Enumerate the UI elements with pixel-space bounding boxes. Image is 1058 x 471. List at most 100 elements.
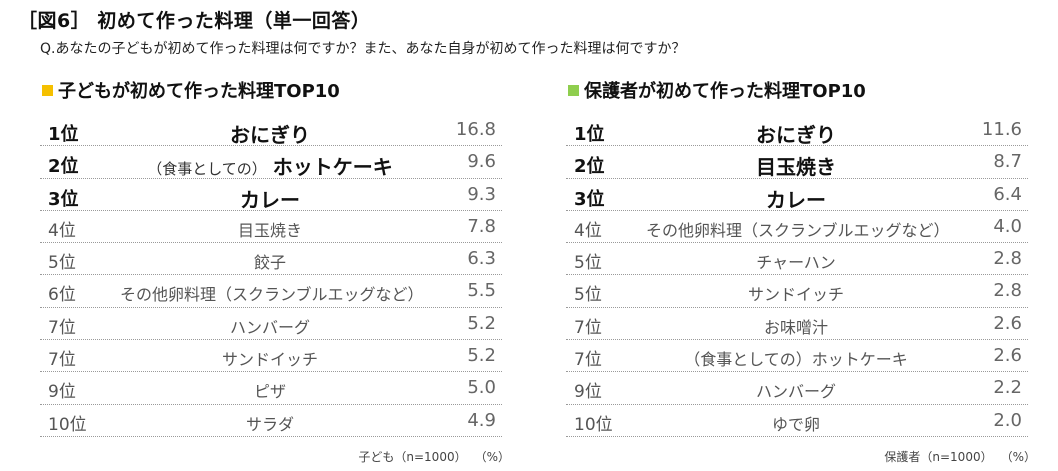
dish-name: おにぎり: [230, 123, 310, 147]
children-ranking-title: 子どもが初めて作った料理TOP10: [58, 81, 340, 102]
table-row: 5位 餃子 6.3: [40, 243, 502, 276]
dish-name: お味噌汁: [763, 317, 828, 337]
dish-name: カレー: [766, 187, 826, 212]
heading-square-icon: [42, 84, 53, 96]
dish-name: サラダ: [245, 414, 294, 434]
percent-value: 5.0: [467, 377, 496, 399]
rank-label: 2位: [574, 156, 605, 178]
parents-ranking-panel: 保護者が初めて作った料理TOP10 1位 おにぎり 11.6 2位 目玉焼き 8.7 3位 カ…: [566, 78, 1036, 464]
children-ranking-panel: 子どもが初めて作った料理TOP10 1位 おにぎり 16.8 2位 （食事としての） ホッ…: [40, 78, 510, 464]
table-row: 1位 おにぎり 11.6: [566, 114, 1028, 148]
dish-name: おにぎり: [756, 123, 836, 147]
sample-size-note: 子ども（n=1000）: [358, 450, 467, 464]
dish-name: その他卵料理（スクランブルエッグなど）: [646, 220, 950, 240]
percent-value: 6.3: [467, 248, 496, 270]
rank-label: 3位: [48, 188, 79, 210]
dish-label: 目玉焼き: [120, 217, 420, 241]
percent-value: 16.8: [455, 119, 496, 140]
dish-name: 餃子: [253, 253, 286, 273]
dish-name: 目玉焼き: [756, 155, 836, 180]
percent-value: 5.5: [467, 280, 496, 302]
dish-name: ハンバーグ: [755, 382, 836, 402]
dish-label: 餃子: [120, 249, 420, 273]
survey-question: Q.あなたの子どもが初めて作った料理は何ですか？また、あなた自身が初めて作った料…: [40, 41, 686, 57]
dish-label: ハンバーグ: [120, 314, 420, 338]
percent-value: 2.8: [993, 280, 1022, 302]
dish-label: ピザ: [120, 378, 420, 402]
rank-label: 1位: [48, 124, 79, 145]
dish-label: おにぎり: [646, 119, 946, 148]
percent-value: 2.6: [993, 345, 1022, 367]
table-row: 10位 ゆで卵 2.0: [566, 405, 1028, 437]
table-row: 4位 目玉焼き 7.8: [40, 211, 502, 244]
rank-label: 4位: [48, 220, 76, 241]
rank-label: 7位: [48, 350, 76, 371]
dish-label: サンドイッチ: [646, 281, 946, 305]
parents-ranking-table: 1位 おにぎり 11.6 2位 目玉焼き 8.7 3位 カレー 6.4 4位 その他卵料理（スクラン…: [566, 114, 1028, 437]
rank-label: 7位: [574, 317, 602, 338]
dish-prefix: （食事としての）: [147, 160, 267, 179]
rank-label: 5位: [574, 253, 602, 274]
table-row: 2位 （食事としての） ホットケーキ 9.6: [40, 146, 502, 180]
dish-name: （食事としての）ホットケーキ: [684, 350, 908, 370]
dish-label: カレー: [120, 184, 420, 213]
panel-heading: 子どもが初めて作った料理TOP10: [42, 78, 510, 102]
table-row: 9位 ピザ 5.0: [40, 372, 502, 405]
percent-value: 2.6: [993, 312, 1022, 334]
table-row: 6位 その他卵料理（スクランブルエッグなど） 5.5: [40, 275, 502, 308]
rank-label: 9位: [48, 382, 76, 403]
percent-value: 5.2: [467, 312, 496, 334]
dish-name: ピザ: [253, 382, 286, 402]
dish-label: ゆで卵: [646, 411, 946, 435]
figure-title: ［図6］ 初めて作った料理（単一回答）: [18, 10, 371, 32]
table-row: 4位 その他卵料理（スクランブルエッグなど） 4.0: [566, 211, 1028, 244]
dish-name: その他卵料理（スクランブルエッグなど）: [120, 285, 424, 305]
percent-value: 8.7: [993, 151, 1022, 173]
table-footnote: 子ども（n=1000） （%）: [344, 448, 510, 465]
percent-value: 2.0: [993, 409, 1022, 431]
percent-value: 6.4: [993, 183, 1022, 205]
sample-size-note: 保護者（n=1000）: [884, 450, 993, 464]
rank-label: 4位: [574, 220, 602, 241]
rank-label: 10位: [48, 414, 87, 435]
table-row: 9位 ハンバーグ 2.2: [566, 372, 1028, 405]
dish-label: （食事としての） ホットケーキ: [120, 151, 420, 180]
children-ranking-table: 1位 おにぎり 16.8 2位 （食事としての） ホットケーキ 9.6 3位 カレー 9.3 4位 目…: [40, 114, 502, 437]
rank-label: 7位: [48, 317, 76, 338]
dish-label: その他卵料理（スクランブルエッグなど）: [646, 217, 950, 241]
table-row: 7位 ハンバーグ 5.2: [40, 308, 502, 341]
table-row: 3位 カレー 9.3: [40, 179, 502, 213]
dish-label: サラダ: [120, 411, 420, 435]
table-row: 10位 サラダ 4.9: [40, 405, 502, 437]
percent-value: 7.8: [467, 215, 496, 237]
table-row: 5位 チャーハン 2.8: [566, 243, 1028, 276]
table-row: 7位 （食事としての）ホットケーキ 2.6: [566, 340, 1028, 373]
dish-name: 目玉焼き: [237, 220, 302, 240]
dish-label: 目玉焼き: [646, 151, 946, 180]
percent-value: 2.2: [993, 377, 1022, 399]
unit-note: （%）: [480, 450, 510, 464]
rank-label: 10位: [574, 414, 613, 435]
rank-label: 9位: [574, 382, 602, 403]
parents-ranking-title: 保護者が初めて作った料理TOP10: [584, 81, 866, 102]
dish-name: サンドイッチ: [221, 350, 318, 370]
table-row: 7位 お味噌汁 2.6: [566, 308, 1028, 341]
dish-label: カレー: [646, 184, 946, 213]
rank-label: 1位: [574, 124, 605, 145]
rank-label: 2位: [48, 156, 79, 178]
dish-name: サンドイッチ: [747, 285, 844, 305]
dish-name: カレー: [240, 187, 300, 212]
panel-heading: 保護者が初めて作った料理TOP10: [568, 78, 1036, 102]
dish-label: チャーハン: [646, 249, 946, 273]
dish-name: ホットケーキ: [272, 155, 393, 180]
table-footnote: 保護者（n=1000） （%）: [870, 448, 1036, 465]
table-row: 2位 目玉焼き 8.7: [566, 146, 1028, 180]
percent-value: 5.2: [467, 345, 496, 367]
table-row: 3位 カレー 6.4: [566, 179, 1028, 213]
dish-label: その他卵料理（スクランブルエッグなど）: [120, 281, 424, 305]
percent-value: 2.8: [993, 248, 1022, 270]
dish-label: ハンバーグ: [646, 378, 946, 402]
heading-square-icon: [568, 84, 579, 96]
dish-label: おにぎり: [120, 119, 420, 148]
dish-label: （食事としての）ホットケーキ: [646, 346, 946, 370]
